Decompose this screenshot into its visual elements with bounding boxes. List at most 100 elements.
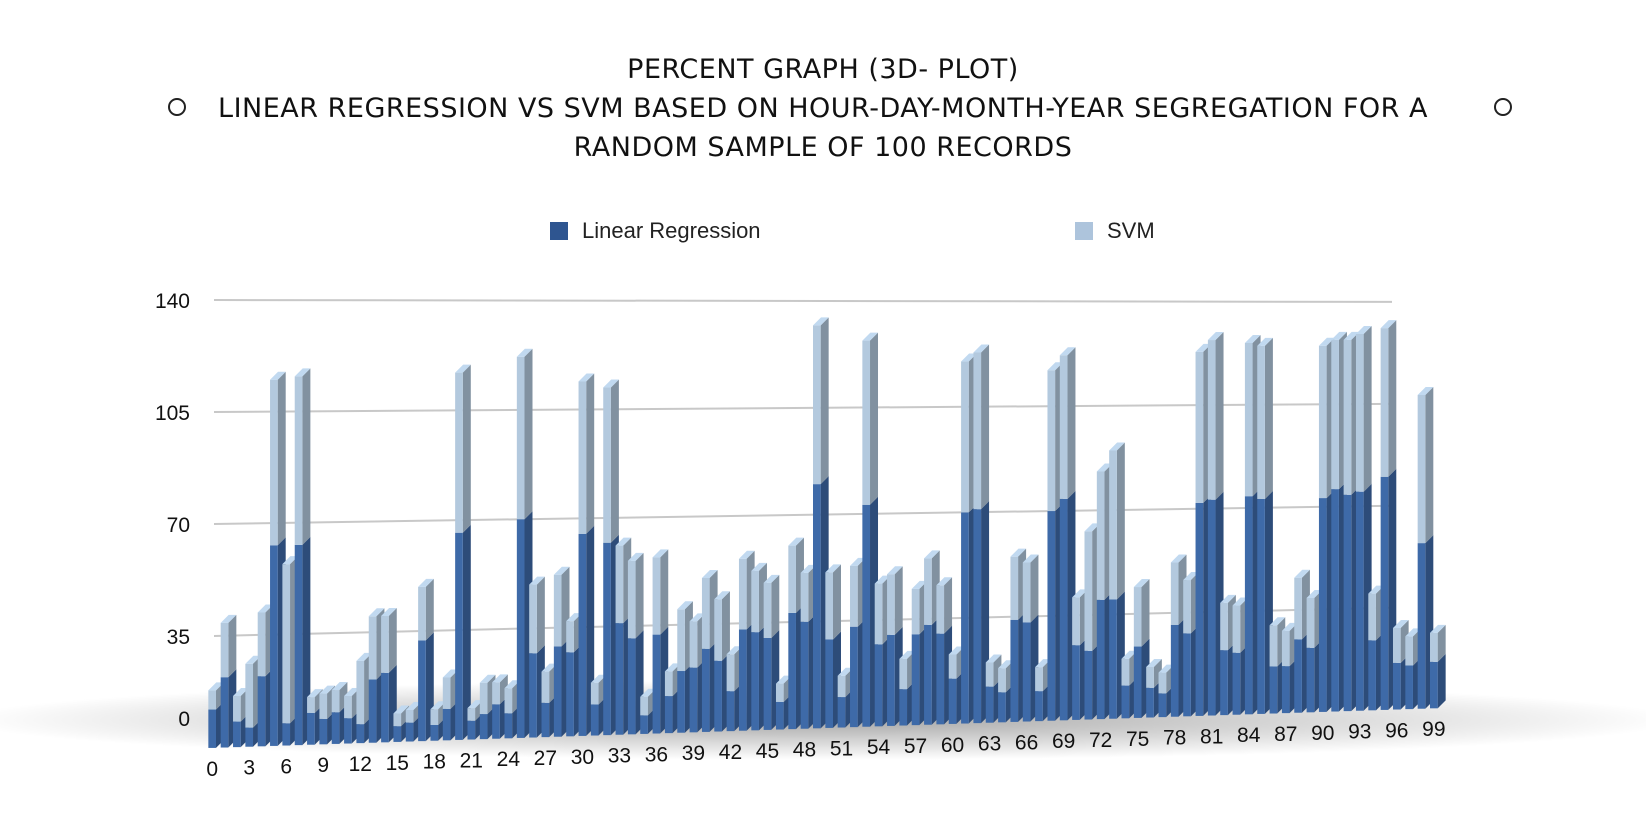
x-tick-label-84: 84 bbox=[1237, 724, 1261, 747]
bar-top-14 bbox=[381, 608, 397, 617]
bar-lr-68 bbox=[1047, 511, 1056, 721]
bar-lr-53 bbox=[862, 504, 871, 727]
bar-svm-20-side bbox=[462, 364, 471, 533]
bar-top-30 bbox=[578, 373, 595, 382]
bar-top-3 bbox=[245, 655, 262, 664]
bar-top-20 bbox=[455, 364, 471, 373]
bar-lr-35 bbox=[640, 715, 648, 734]
bar-lr-97 bbox=[1405, 665, 1413, 710]
bar-lr-8 bbox=[307, 712, 315, 745]
bar-top-47 bbox=[788, 537, 804, 546]
bar-lr-28 bbox=[553, 646, 562, 737]
bar-top-92 bbox=[1343, 331, 1360, 340]
bar-svm-66-side bbox=[1030, 554, 1039, 623]
bar-lr-23 bbox=[492, 704, 500, 739]
bar-top-43 bbox=[738, 550, 755, 559]
bar-lr-26 bbox=[529, 653, 537, 738]
bar-svm-73-side bbox=[1116, 442, 1125, 600]
bar-lr-46 bbox=[775, 701, 784, 730]
bar-svm-41 bbox=[714, 599, 722, 661]
bar-svm-81 bbox=[1207, 340, 1216, 500]
bar-lr-70 bbox=[1072, 645, 1080, 720]
bar-lr-78 bbox=[1170, 624, 1179, 717]
bar-lr-67 bbox=[1035, 691, 1043, 722]
bar-svm-5 bbox=[270, 379, 278, 546]
bar-svm-53 bbox=[862, 340, 871, 505]
bar-top-41 bbox=[714, 591, 730, 600]
bar-svm-91 bbox=[1331, 339, 1339, 490]
bar-svm-11 bbox=[344, 696, 352, 719]
bar-lr-15 bbox=[393, 726, 402, 742]
bar-svm-16 bbox=[405, 710, 414, 723]
bar-top-88 bbox=[1294, 569, 1310, 578]
bar-lr-33 bbox=[615, 623, 624, 735]
bar-lr-29 bbox=[566, 652, 574, 737]
bar-top-36 bbox=[652, 549, 669, 558]
bar-svm-66 bbox=[1022, 562, 1031, 623]
bar-top-81 bbox=[1207, 332, 1224, 341]
bar-top-50 bbox=[825, 564, 841, 573]
bar-top-55 bbox=[887, 566, 903, 575]
x-tick-label-57: 57 bbox=[904, 735, 927, 758]
bar-lr-19 bbox=[442, 708, 451, 741]
bar-top-52 bbox=[850, 557, 866, 566]
bar-top-60 bbox=[948, 646, 965, 655]
bar-lr-72 bbox=[1096, 599, 1105, 720]
bar-svm-30 bbox=[578, 381, 587, 534]
bar-svm-99-side bbox=[1437, 624, 1446, 662]
bar-svm-21 bbox=[467, 708, 476, 721]
bar-lr-75 bbox=[1133, 646, 1142, 718]
x-tick-label-90: 90 bbox=[1311, 722, 1334, 745]
bar-lr-51 bbox=[837, 697, 846, 728]
legend-label-svm: SVM bbox=[1107, 218, 1155, 243]
bar-svm-4 bbox=[257, 612, 266, 677]
bar-svm-90 bbox=[1318, 345, 1327, 499]
bar-top-74 bbox=[1121, 650, 1138, 659]
x-tick-label-72: 72 bbox=[1089, 729, 1112, 752]
bar-top-91 bbox=[1331, 331, 1347, 340]
bar-top-5 bbox=[270, 371, 286, 380]
x-tick-label-27: 27 bbox=[534, 747, 557, 770]
bar-lr-65 bbox=[1010, 619, 1019, 722]
bar-top-79 bbox=[1183, 572, 1199, 581]
bar-top-85 bbox=[1257, 337, 1273, 346]
bar-top-21 bbox=[467, 700, 484, 709]
bar-lr-57 bbox=[911, 634, 920, 726]
bar-25 bbox=[516, 348, 533, 738]
bar-svm-58 bbox=[924, 558, 932, 625]
bar-lr-87 bbox=[1281, 666, 1290, 714]
bar-lr-7-side bbox=[302, 536, 311, 746]
bar-top-8 bbox=[307, 689, 323, 698]
x-tick-label-69: 69 bbox=[1052, 730, 1075, 753]
bar-svm-49-side bbox=[820, 317, 829, 485]
bar-lr-36 bbox=[652, 634, 661, 734]
bar-svm-27 bbox=[541, 671, 550, 703]
bar-svm-29 bbox=[566, 621, 574, 653]
right-bullet-icon bbox=[1494, 98, 1512, 116]
bar-top-76 bbox=[1146, 659, 1162, 668]
bar-svm-98 bbox=[1417, 394, 1426, 544]
bar-lr-69 bbox=[1059, 498, 1068, 721]
bar-30 bbox=[578, 373, 595, 736]
x-tick-label-51: 51 bbox=[830, 737, 853, 760]
bar-top-1 bbox=[220, 614, 237, 623]
bar-svm-73 bbox=[1109, 450, 1117, 600]
bar-top-0 bbox=[208, 682, 224, 691]
bar-lr-73 bbox=[1109, 599, 1117, 719]
bar-svm-46 bbox=[775, 683, 784, 702]
bar-svm-70 bbox=[1072, 597, 1080, 646]
bar-svm-36-side bbox=[660, 549, 669, 635]
bar-lr-12 bbox=[356, 724, 365, 744]
bar-top-89 bbox=[1306, 589, 1323, 598]
bar-lr-27 bbox=[541, 702, 550, 738]
bar-lr-74 bbox=[1121, 685, 1130, 719]
bar-svm-43 bbox=[738, 558, 747, 630]
bar-svm-39 bbox=[689, 621, 698, 668]
bar-top-16 bbox=[405, 702, 422, 711]
bar-14 bbox=[381, 608, 397, 743]
bar-top-18 bbox=[430, 701, 447, 710]
x-tick-label-42: 42 bbox=[719, 741, 742, 764]
bar-top-83 bbox=[1232, 597, 1249, 606]
bar-lr-60 bbox=[948, 678, 957, 724]
bar-lr-2 bbox=[233, 721, 241, 748]
